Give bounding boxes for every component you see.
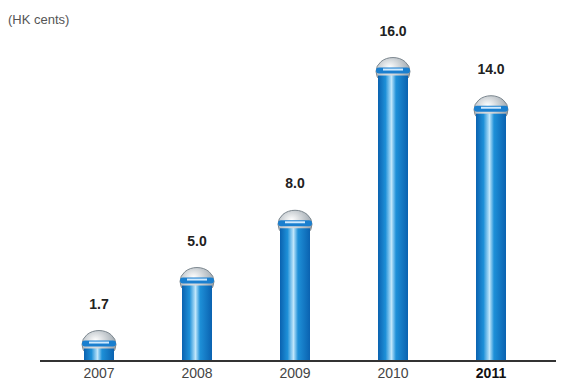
tick-label: 2007 [83, 365, 114, 381]
bars [82, 58, 508, 361]
bar [280, 228, 310, 361]
tick-label: 2008 [181, 365, 212, 381]
tick-label: 2010 [377, 365, 408, 381]
data-label: 1.7 [89, 296, 109, 312]
tick-label: 2011 [476, 365, 507, 381]
axis-label: (HK cents) [8, 12, 69, 27]
bar [476, 114, 506, 361]
bar [378, 76, 408, 361]
x-axis [40, 360, 556, 362]
robot-icon [82, 331, 116, 361]
bar [182, 286, 212, 361]
data-label: 8.0 [285, 175, 305, 191]
data-label: 14.0 [477, 61, 504, 77]
bar [84, 349, 114, 361]
data-label: 5.0 [187, 233, 207, 249]
data-label: 16.0 [379, 23, 406, 39]
chart: (HK cents) 1.7 5.0 8.0 16.0 14.0 2007 2008 2009 2… [0, 0, 566, 384]
tick-label: 2009 [279, 365, 310, 381]
